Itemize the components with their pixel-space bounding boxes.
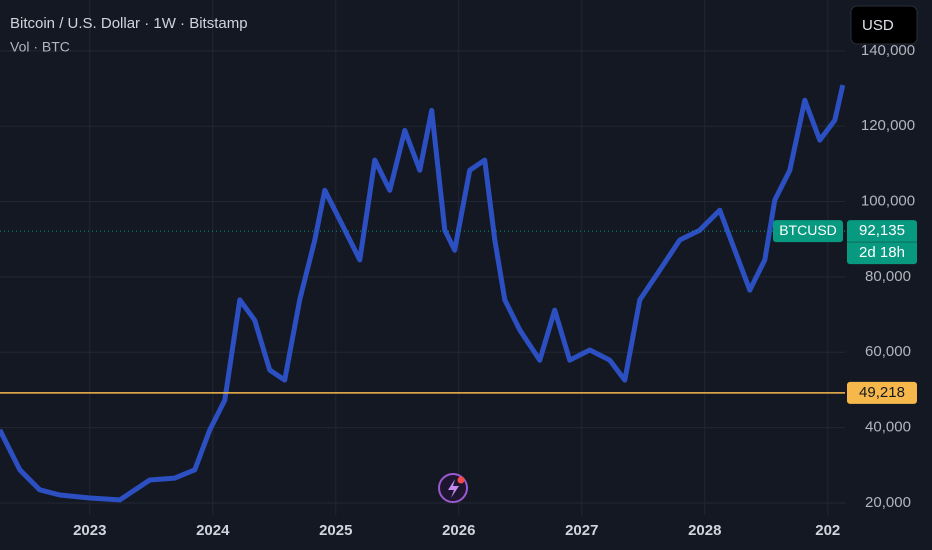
overlay — [438, 473, 468, 503]
price-tag-label: 92,135 — [859, 222, 905, 239]
series-tag-label: BTCUSD — [779, 222, 837, 238]
x-tick-label: 2028 — [688, 522, 721, 539]
y-tick-label: 120,000 — [861, 117, 915, 134]
plot-area — [0, 0, 846, 515]
price-line — [0, 84, 846, 503]
x-tick-label: 2024 — [196, 522, 230, 539]
y-tick-label: 140,000 — [861, 42, 915, 59]
x-tick-label: 2027 — [565, 522, 598, 539]
x-tick-label: 2025 — [319, 522, 352, 539]
currency-label[interactable]: USD — [862, 17, 894, 34]
y-tick-label: 80,000 — [865, 268, 911, 285]
series-tag — [773, 220, 843, 243]
currency-button[interactable] — [850, 5, 918, 45]
x-tick-label: 202 — [815, 522, 840, 539]
x-tick-label: 2026 — [442, 522, 475, 539]
x-tick-label: 2023 — [73, 522, 106, 539]
price-tag-label: 49,218 — [859, 384, 905, 401]
countdown: 2d 18h — [859, 244, 905, 261]
chart-title: Bitcoin / U.S. Dollar · 1W · Bitstamp — [10, 15, 248, 32]
y-tick-label: 60,000 — [865, 343, 911, 360]
y-tick-label: 40,000 — [865, 419, 911, 436]
subtitle: Vol · BTC — [10, 39, 70, 55]
logo-bolt — [448, 479, 459, 498]
y-tick-label: 100,000 — [861, 193, 915, 210]
logo-dot — [457, 476, 465, 484]
price-tag — [847, 381, 917, 404]
y-tick-label: 20,000 — [865, 494, 911, 511]
